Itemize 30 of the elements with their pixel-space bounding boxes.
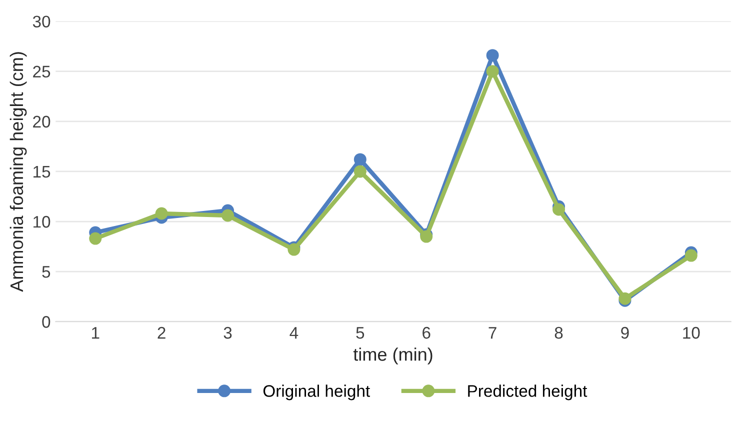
x-tick-label: 3 — [224, 326, 232, 339]
y-axis-title: Ammonia foaming height (cm) — [10, 52, 27, 292]
x-tick-label: 2 — [158, 326, 166, 339]
point — [486, 49, 499, 62]
x-axis-title: time (min) — [353, 348, 432, 364]
legend-label: Predicted height — [468, 384, 588, 400]
x-tick-label: 4 — [290, 327, 298, 339]
legend-label: Original height — [263, 384, 370, 400]
point — [684, 249, 698, 262]
point — [354, 165, 366, 178]
y-tick-label: 30 — [32, 16, 50, 28]
x-tick-label: 6 — [422, 326, 430, 339]
y-tick-label: 10 — [34, 216, 50, 228]
x-tick-label: 10 — [683, 326, 700, 339]
point — [486, 65, 499, 78]
y-tick-label: 0 — [42, 316, 50, 328]
x-tick-label: 9 — [621, 326, 629, 339]
x-tick-label: 8 — [554, 326, 563, 339]
x-tick-label: 5 — [356, 327, 364, 339]
point — [89, 232, 102, 245]
x-tick-label: 7 — [488, 327, 496, 339]
y-tick-label: 20 — [33, 116, 50, 128]
x-tick-label: 1 — [92, 327, 100, 339]
point — [552, 203, 566, 216]
y-tick-label: 5 — [42, 266, 50, 278]
point — [354, 153, 366, 166]
point — [155, 207, 168, 220]
point — [222, 209, 234, 222]
y-tick-label: 15 — [34, 166, 50, 178]
y-tick-label: 25 — [33, 66, 50, 78]
